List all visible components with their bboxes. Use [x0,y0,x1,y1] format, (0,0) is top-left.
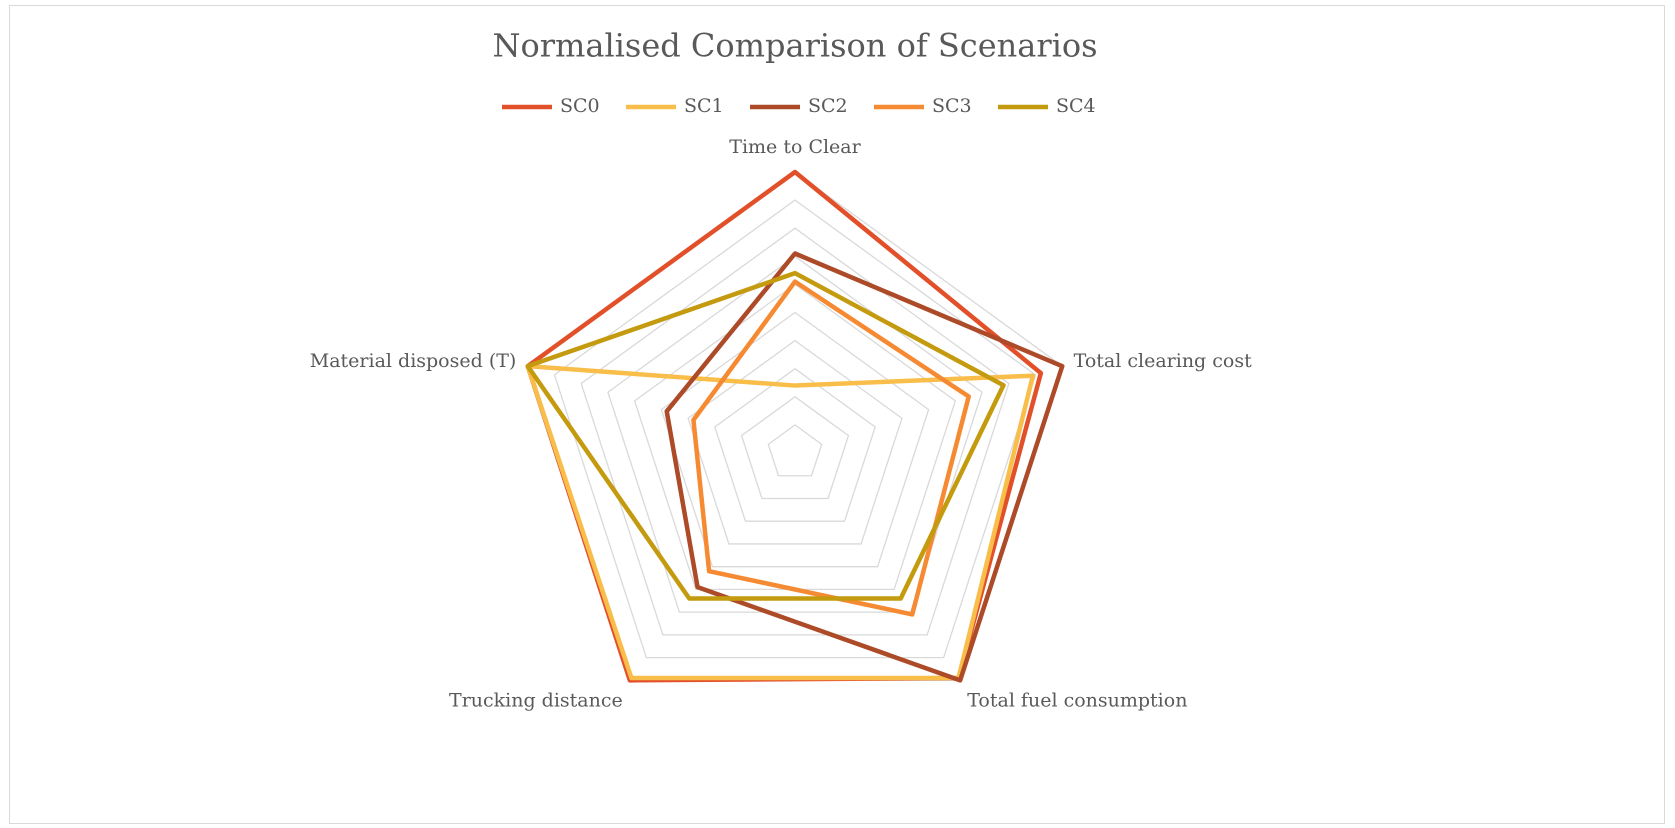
legend-label: SC0 [560,95,600,117]
grid-ring [607,255,983,613]
axis-label: Material disposed (T) [310,350,517,372]
grid-ring [580,227,1010,636]
series-line [691,279,971,617]
grid-ring [714,367,876,522]
series-line [525,270,1006,601]
legend-label: SC4 [1056,95,1096,117]
chart-frame [9,5,1665,824]
axis-label: Trucking distance [449,690,623,712]
grid-ring [740,395,850,500]
series-line [664,251,1065,683]
grid-ring [767,424,823,477]
axis-label: Total clearing cost [1074,350,1252,372]
axis-label: Total fuel consumption [967,690,1187,712]
legend-label: SC3 [932,95,972,117]
legend-label: SC2 [808,95,848,117]
legend-label: SC1 [684,95,724,117]
axis-label: Time to Clear [729,136,861,158]
chart-title: Normalised Comparison of Scenarios [492,27,1097,65]
grid-ring [553,199,1037,659]
